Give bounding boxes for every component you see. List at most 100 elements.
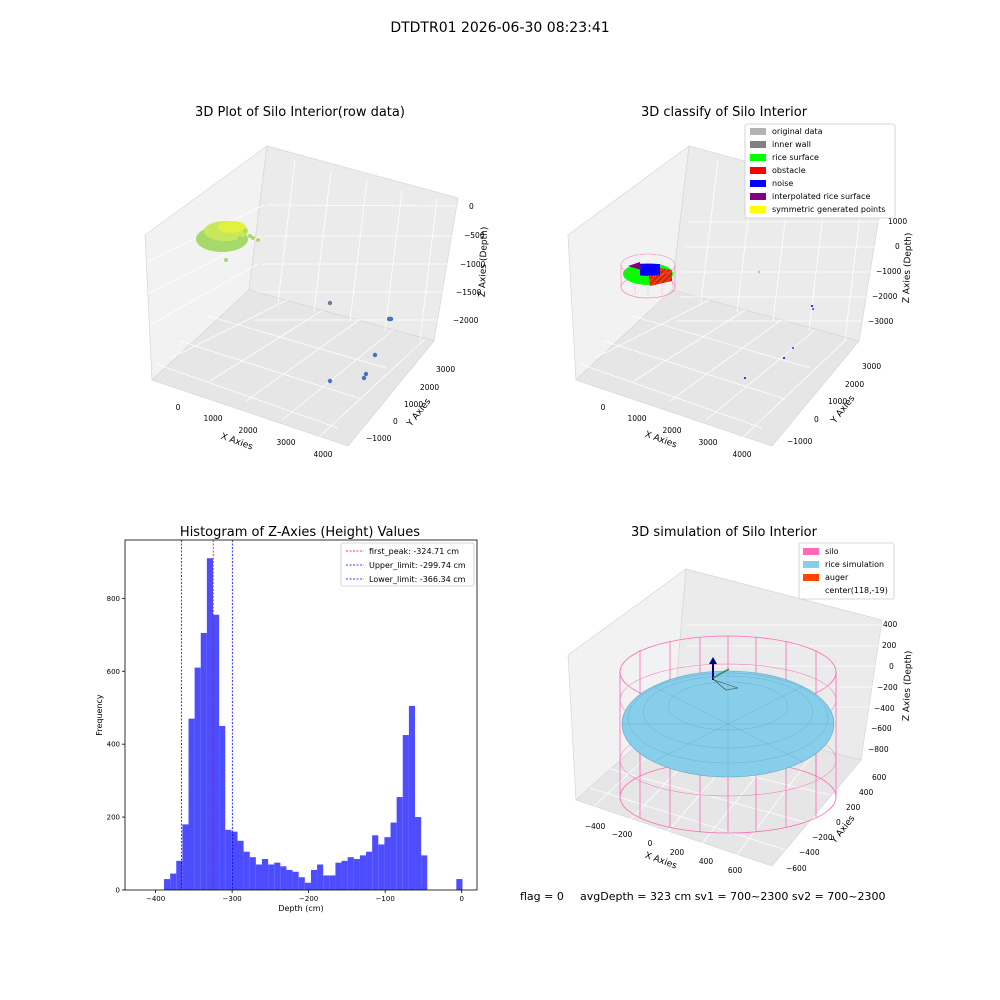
simulation-z-ticks: 400 200 0 −200 −400 −600 −800	[868, 620, 898, 754]
raw-x-tick: 0	[176, 403, 181, 412]
classify-x-tick: 2000	[662, 426, 681, 435]
simulation-y-ticks: 600 400 200 0 −200 −400 −600	[786, 773, 887, 873]
histogram-bar	[378, 844, 385, 890]
histogram-bar	[268, 864, 275, 890]
footer-flag: flag = 0	[520, 890, 564, 903]
histogram-bar	[310, 869, 318, 890]
legend-frame	[340, 542, 475, 587]
histogram-bar	[213, 614, 220, 890]
histogram-bar	[200, 632, 207, 890]
raw-y-tick: 1000	[404, 400, 423, 409]
sim-z-tick: −800	[868, 745, 889, 754]
legend-label: interpolated rice surface	[772, 192, 870, 201]
sim-x-tick: 0	[648, 839, 653, 848]
y-tick-label: 800	[107, 595, 120, 603]
sim-x-tick: 400	[699, 857, 714, 866]
raw-z-tick: −500	[464, 231, 485, 240]
x-tick-label: −300	[223, 895, 242, 903]
raw-y-tick: 0	[393, 417, 398, 426]
raw-y-tick: 3000	[436, 365, 455, 374]
classify-z-tick: −1000	[876, 267, 902, 276]
sim-z-tick: −400	[874, 704, 895, 713]
histogram-bar	[292, 871, 299, 890]
sim-x-tick: −400	[585, 822, 606, 831]
classify-z-tick: 1000	[888, 217, 907, 226]
x-tick-label: −200	[299, 895, 318, 903]
sim-y-tick: −400	[799, 848, 820, 857]
legend-entry-rice-simulation: rice simulation	[803, 560, 884, 569]
legend-entry-original-data: original data	[750, 127, 823, 136]
histogram-bar	[390, 822, 397, 890]
histogram-bar	[194, 667, 201, 890]
histogram-bar	[170, 873, 177, 890]
histogram-bar	[402, 735, 409, 890]
legend-entry-obstacle: obstacle	[750, 166, 806, 175]
histogram-legend: first_peak: -324.71 cm Upper_limit: -299…	[340, 542, 475, 587]
histogram-bars	[164, 558, 463, 890]
simulation-x-ticks: −400 −200 0 200 400 600	[585, 822, 743, 875]
classify-z-tick: −3000	[868, 317, 894, 326]
y-tick-label: 200	[107, 814, 120, 822]
histogram-bar	[225, 829, 232, 890]
histogram-bar	[164, 879, 171, 890]
histogram-bar	[231, 831, 238, 890]
simulation-z-label: Z Axies (Depth)	[902, 651, 914, 722]
raw-outlier-points	[327, 300, 394, 384]
sim-x-tick: 600	[728, 866, 743, 875]
pane-floor	[151, 289, 435, 447]
classify-x-tick: 3000	[698, 438, 717, 447]
classify-y-tick: 0	[814, 415, 819, 424]
legend-entry-inner-wall: inner wall	[750, 140, 811, 149]
sim-y-tick: −600	[786, 864, 807, 873]
rice-simulation-surface	[621, 670, 835, 778]
sim-y-tick: 600	[872, 773, 887, 782]
legend-entry-auger: auger	[803, 573, 849, 582]
histogram-bar	[359, 855, 367, 890]
panel-classify-title: 3D classify of Silo Interior	[641, 105, 808, 120]
sim-z-tick: 0	[889, 662, 894, 671]
sim-y-tick: 0	[836, 818, 841, 827]
footer-stats: avgDepth = 323 cm sv1 = 700~2300 sv2 = 7…	[580, 890, 886, 903]
classify-x-tick: 0	[601, 403, 606, 412]
legend-label: symmetric generated points	[772, 205, 885, 214]
classify-x-ticks: 0 1000 2000 3000 4000	[601, 403, 752, 459]
histogram-bar	[372, 835, 379, 890]
simulation-title: 3D simulation of Silo Interior	[631, 525, 818, 540]
y-tick-label: 600	[107, 668, 120, 676]
histogram-bar	[396, 797, 403, 890]
histogram-y-ticks: 0 200 400 600 800	[107, 595, 125, 895]
legend-label: inner wall	[772, 140, 811, 149]
grid-lines-classify	[579, 159, 882, 439]
legend-label: rice surface	[772, 153, 819, 162]
grid-lines-raw	[146, 159, 459, 439]
raw-y-ticks: 3000 2000 1000 0 −1000	[366, 365, 455, 443]
histogram-bar	[347, 857, 354, 890]
histogram-bar	[206, 558, 213, 890]
histogram-y-label: Frequency	[95, 694, 104, 736]
histogram-bar	[335, 862, 342, 890]
histogram-x-ticks: −400 −300 −200 −100 0	[146, 890, 464, 903]
legend-entry-interpolated: interpolated rice surface	[750, 192, 870, 201]
histogram-bar	[219, 725, 226, 890]
legend-label: obstacle	[772, 166, 806, 175]
raw-z-tick: −1500	[456, 288, 482, 297]
pane-floor	[575, 289, 860, 447]
classified-silo-cluster	[620, 253, 676, 299]
legend-label-upper-limit: Upper_limit: -299.74 cm	[369, 561, 466, 570]
histogram-bar	[286, 869, 293, 890]
classify-y-ticks: 3000 2000 1000 0 −1000	[787, 362, 881, 446]
classify-z-tick: 0	[895, 242, 900, 251]
histogram-bar	[366, 851, 373, 890]
legend-label: original data	[772, 127, 823, 136]
auger-marker	[709, 657, 739, 691]
histogram-bar	[341, 860, 348, 890]
raw-point-cloud	[196, 221, 260, 262]
legend-entry-center: center(118,-19)	[825, 586, 888, 595]
sim-x-tick: −200	[612, 830, 633, 839]
classify-x-tick: 1000	[627, 414, 646, 423]
sim-z-tick: 400	[883, 620, 898, 629]
classify-y-tick: −1000	[787, 437, 813, 446]
raw-x-ticks: 0 1000 2000 3000 4000	[176, 403, 333, 459]
histogram-bar	[317, 864, 324, 890]
